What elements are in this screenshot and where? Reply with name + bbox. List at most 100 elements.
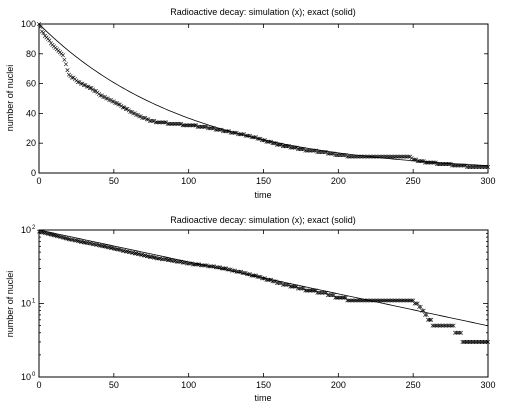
simulation-point xyxy=(477,165,482,170)
simulation-point xyxy=(426,160,431,165)
simulation-point xyxy=(322,290,327,295)
y-tick-label: 10 xyxy=(21,299,31,309)
simulation-point xyxy=(370,154,375,159)
x-tick-label: 50 xyxy=(109,380,119,390)
simulation-point xyxy=(265,139,271,144)
x-axis-label: time xyxy=(254,393,271,403)
simulation-point xyxy=(307,288,312,293)
simulation-point xyxy=(107,97,112,103)
simulation-point xyxy=(385,298,390,303)
simulation-point xyxy=(460,339,465,344)
simulation-point xyxy=(424,160,429,165)
x-tick-label: 250 xyxy=(406,176,421,186)
simulation-point xyxy=(192,262,197,267)
simulation-point xyxy=(349,298,354,303)
y-tick-exponent: 0 xyxy=(32,372,36,378)
simulation-point xyxy=(484,165,489,170)
simulation-point xyxy=(147,254,152,259)
simulation-point xyxy=(182,260,187,265)
simulation-point xyxy=(441,323,446,328)
simulation-point xyxy=(282,144,287,149)
simulation-point xyxy=(240,270,245,276)
simulation-point xyxy=(445,323,450,328)
simulation-point xyxy=(144,254,149,259)
simulation-point xyxy=(56,234,61,239)
simulation-point xyxy=(319,150,324,155)
simulation-point xyxy=(477,339,482,344)
simulation-point xyxy=(474,339,479,344)
simulation-point xyxy=(38,24,43,29)
simulation-point xyxy=(348,298,353,303)
simulation-point xyxy=(245,133,250,138)
simulation-point xyxy=(412,301,417,306)
simulation-point xyxy=(298,147,303,152)
simulation-point xyxy=(393,298,398,303)
simulation-point xyxy=(280,144,285,149)
simulation-point xyxy=(300,286,305,291)
simulation-point xyxy=(429,160,434,165)
simulation-point xyxy=(340,153,345,158)
y-tick-label: 60 xyxy=(26,79,36,89)
simulation-point xyxy=(480,165,485,170)
simulation-point xyxy=(450,163,455,168)
simulation-point xyxy=(283,282,288,287)
simulation-point xyxy=(113,100,118,105)
x-axis-label: time xyxy=(254,190,271,200)
simulation-point xyxy=(426,317,431,322)
x-tick-label: 0 xyxy=(36,176,41,186)
simulation-point xyxy=(165,258,170,263)
simulation-point xyxy=(336,153,341,158)
simulation-point xyxy=(303,148,308,153)
simulation-point xyxy=(474,165,479,170)
simulation-point xyxy=(466,165,471,170)
simulation-point xyxy=(390,154,395,159)
simulation-point xyxy=(391,154,396,159)
simulation-point xyxy=(451,323,456,328)
simulation-point xyxy=(170,258,175,263)
simulation-point xyxy=(481,339,486,344)
simulation-point xyxy=(331,293,336,298)
simulation-point xyxy=(276,280,281,286)
simulation-point xyxy=(227,267,232,272)
simulation-point xyxy=(462,163,467,168)
simulation-point xyxy=(230,268,235,273)
simulation-point xyxy=(453,330,458,335)
y-tick-label: 0 xyxy=(31,168,36,178)
simulation-point xyxy=(405,154,410,159)
simulation-point xyxy=(137,114,142,119)
simulation-point xyxy=(429,317,434,322)
x-tick-label: 300 xyxy=(480,380,495,390)
simulation-point xyxy=(291,145,296,150)
chart-title: Radioactive decay: simulation (x); exact… xyxy=(170,7,356,17)
simulation-point xyxy=(174,121,179,126)
simulation-point xyxy=(415,159,420,164)
simulation-point xyxy=(288,284,293,289)
x-tick-label: 100 xyxy=(181,380,196,390)
simulation-point xyxy=(171,258,176,263)
simulation-point xyxy=(135,252,140,257)
simulation-point xyxy=(313,288,318,293)
simulation-point xyxy=(357,298,362,303)
y-tick-labels: 0 20 40 60 80 100 xyxy=(21,19,36,178)
simulation-point xyxy=(255,274,260,279)
simulation-point xyxy=(276,142,281,147)
simulation-point xyxy=(352,298,357,303)
simulation-point xyxy=(297,286,302,291)
x-tick-label: 250 xyxy=(406,380,421,390)
simulation-point xyxy=(315,290,320,295)
simulation-point xyxy=(195,124,200,129)
simulation-point xyxy=(92,89,97,94)
simulation-point xyxy=(319,290,324,295)
simulation-point xyxy=(167,258,172,263)
simulation-point xyxy=(36,229,42,234)
simulation-point xyxy=(403,298,408,303)
simulation-point xyxy=(451,163,456,168)
simulation-point xyxy=(203,124,208,129)
simulation-point xyxy=(334,295,339,300)
simulation-point xyxy=(80,239,85,244)
simulation-point xyxy=(462,339,467,344)
simulation-point xyxy=(191,123,196,128)
simulation-point xyxy=(198,263,203,268)
simulation-point xyxy=(394,154,399,159)
simulation-point xyxy=(328,293,333,298)
